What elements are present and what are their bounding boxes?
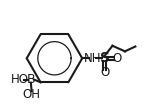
Text: NH: NH	[84, 52, 101, 65]
Text: OH: OH	[23, 88, 41, 101]
Text: S: S	[100, 51, 110, 65]
Text: O: O	[112, 52, 122, 65]
Text: B: B	[27, 73, 35, 86]
Text: HO: HO	[10, 73, 29, 86]
Text: O: O	[100, 66, 109, 79]
